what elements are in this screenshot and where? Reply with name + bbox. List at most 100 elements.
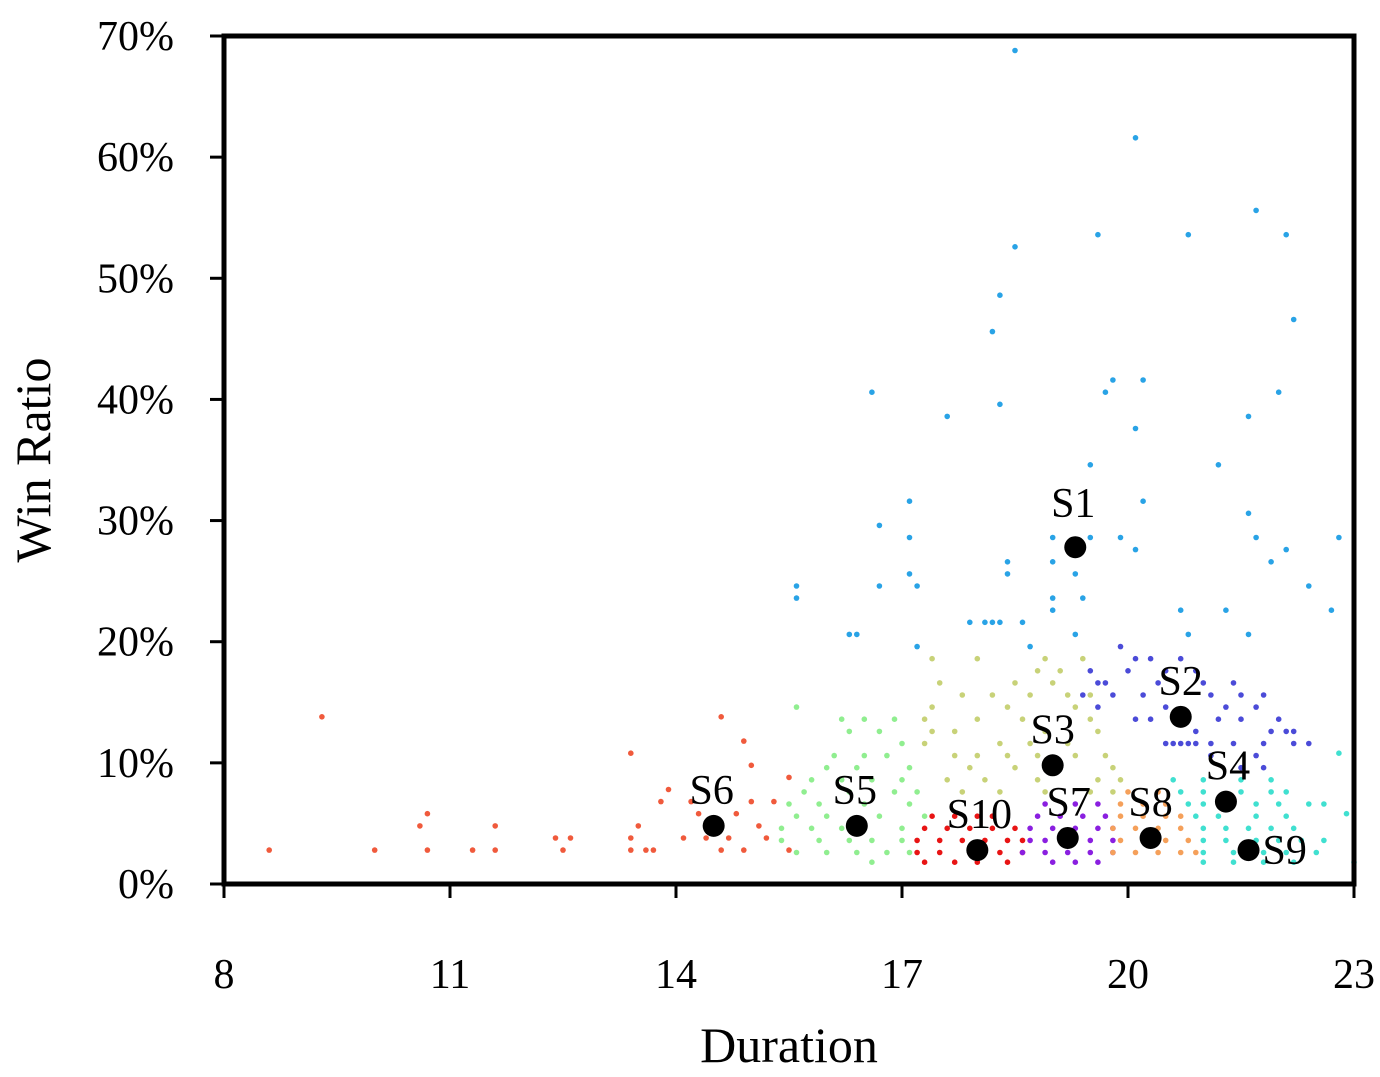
data-point xyxy=(1321,837,1327,844)
series-1 xyxy=(793,47,1342,650)
data-point xyxy=(906,571,913,577)
data-point xyxy=(1147,655,1154,662)
centroid-marker xyxy=(966,839,989,862)
centroid-label: S10 xyxy=(947,792,1012,838)
data-point xyxy=(1177,607,1184,613)
data-point xyxy=(1087,789,1094,795)
data-point xyxy=(1117,643,1124,650)
data-point xyxy=(854,764,860,771)
data-point xyxy=(1162,813,1169,819)
data-point xyxy=(997,849,1003,856)
data-point xyxy=(1268,789,1274,795)
data-point xyxy=(944,413,950,420)
y-tick-label: 0% xyxy=(118,862,174,908)
data-point xyxy=(1034,752,1041,759)
data-point xyxy=(786,801,792,807)
data-point xyxy=(1027,825,1033,832)
data-point xyxy=(1200,825,1207,832)
data-point xyxy=(1275,716,1282,722)
data-point xyxy=(1095,728,1101,735)
data-point xyxy=(869,859,875,865)
data-point xyxy=(1034,777,1041,783)
data-point xyxy=(371,847,378,853)
data-point xyxy=(1042,655,1048,662)
data-point xyxy=(1140,813,1146,819)
data-point xyxy=(1140,801,1146,807)
data-point xyxy=(1087,668,1094,674)
data-point xyxy=(846,631,853,638)
data-point xyxy=(838,825,845,832)
data-point xyxy=(1042,728,1048,735)
data-point xyxy=(1275,837,1282,844)
centroid-marker xyxy=(845,814,868,837)
data-point xyxy=(1019,837,1026,844)
centroid-label: S2 xyxy=(1159,659,1203,705)
data-point xyxy=(1313,849,1320,856)
plot-frame xyxy=(221,33,1357,887)
data-point xyxy=(1027,837,1033,844)
data-point xyxy=(1245,510,1252,517)
x-tick-label: 11 xyxy=(430,952,470,998)
data-point xyxy=(1321,801,1327,807)
data-point xyxy=(1110,692,1116,698)
data-point xyxy=(1064,849,1071,856)
y-tick-label: 50% xyxy=(97,256,174,302)
data-point xyxy=(1275,801,1282,807)
centroid-marker xyxy=(1041,754,1064,777)
data-point xyxy=(793,813,800,819)
data-point xyxy=(1177,655,1184,662)
data-point xyxy=(801,789,807,795)
data-point xyxy=(1049,859,1056,865)
data-point xyxy=(967,619,973,626)
data-point xyxy=(1095,704,1101,710)
data-point xyxy=(1200,859,1207,865)
data-point xyxy=(1087,462,1094,468)
data-point xyxy=(884,849,890,856)
data-point xyxy=(1193,668,1199,674)
data-point xyxy=(793,704,800,710)
data-point xyxy=(1027,692,1033,698)
data-point xyxy=(643,847,649,853)
data-point xyxy=(786,847,792,853)
data-point xyxy=(1306,583,1312,589)
data-point xyxy=(1132,425,1139,432)
data-point xyxy=(906,534,913,541)
data-point xyxy=(929,704,935,710)
data-point xyxy=(1193,849,1199,856)
data-point xyxy=(974,716,981,722)
data-point xyxy=(1110,825,1116,832)
data-point xyxy=(733,810,740,817)
data-point xyxy=(741,847,747,853)
data-point xyxy=(921,825,928,832)
data-point xyxy=(921,716,928,722)
data-point xyxy=(1268,559,1274,565)
data-point xyxy=(1208,740,1214,747)
data-point xyxy=(861,752,868,759)
data-point xyxy=(1117,837,1124,844)
data-point xyxy=(1215,813,1222,819)
x-tick-label: 14 xyxy=(655,952,697,998)
data-point xyxy=(778,837,785,844)
data-point xyxy=(1177,789,1184,795)
data-point xyxy=(876,728,883,735)
data-point xyxy=(861,801,868,807)
data-point xyxy=(1162,837,1169,844)
data-point xyxy=(869,389,875,396)
centroid-marker xyxy=(1237,839,1260,862)
data-point xyxy=(266,847,273,853)
data-point xyxy=(469,847,476,853)
data-point xyxy=(876,583,883,589)
data-point xyxy=(951,813,958,819)
data-point xyxy=(1260,764,1267,771)
data-point xyxy=(982,619,988,626)
data-point xyxy=(967,764,973,771)
data-point xyxy=(417,823,423,829)
data-point xyxy=(1170,740,1176,747)
data-point xyxy=(899,740,905,747)
data-point xyxy=(1283,813,1289,819)
data-point xyxy=(1132,849,1139,856)
data-point xyxy=(914,849,920,856)
data-point xyxy=(1102,389,1109,396)
y-tick-label: 40% xyxy=(97,377,174,423)
